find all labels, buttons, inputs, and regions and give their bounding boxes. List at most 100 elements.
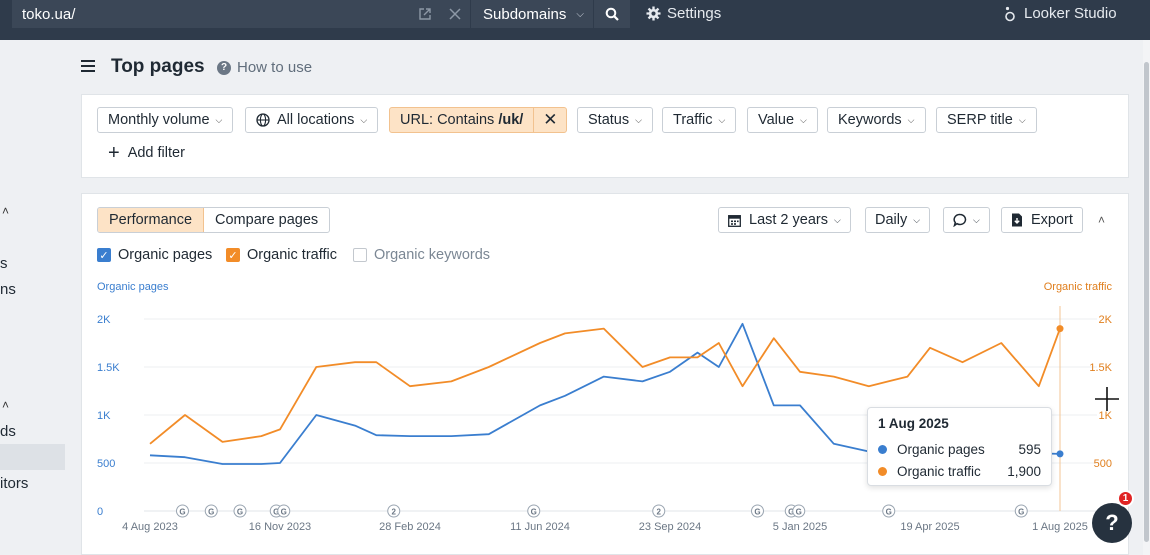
legend-organic-pages[interactable]: ✓ Organic pages bbox=[97, 247, 212, 263]
date-range-label: Last 2 years bbox=[749, 212, 828, 228]
url-filter-chip[interactable]: URL: Contains /uk/ ✕ bbox=[389, 107, 568, 133]
date-range-dropdown[interactable]: Last 2 years ⌵ bbox=[718, 207, 851, 233]
annotation-label: G bbox=[886, 508, 892, 517]
settings-button[interactable]: Settings bbox=[646, 5, 721, 22]
filter-panel: Monthly volume ⌵ All locations ⌵ URL: Cont… bbox=[81, 94, 1129, 178]
x-tick-label: 16 Nov 2023 bbox=[249, 521, 311, 533]
export-label: Export bbox=[1031, 212, 1073, 228]
annotation-marker bbox=[387, 504, 401, 518]
chevron-down-icon: ⌵ bbox=[718, 114, 726, 125]
status-dropdown[interactable]: Status ⌵ bbox=[577, 107, 653, 133]
annotation-label: G bbox=[273, 508, 279, 517]
looker-label: Looker Studio bbox=[1024, 5, 1117, 22]
nav-item-fragment[interactable]: ns bbox=[0, 281, 16, 298]
url-input[interactable]: toko.ua/ bbox=[22, 5, 76, 23]
comment-icon bbox=[953, 213, 967, 227]
crosshair-cursor-icon bbox=[1095, 387, 1119, 411]
legend-label: Organic keywords bbox=[374, 247, 491, 263]
performance-panel: Performance Compare pages Last 2 years ⌵ … bbox=[81, 193, 1129, 555]
series-dot-icon bbox=[878, 444, 887, 454]
globe-icon bbox=[256, 113, 270, 127]
help-button[interactable]: ? bbox=[1092, 503, 1132, 543]
x-tick-label: 4 Aug 2023 bbox=[122, 521, 178, 533]
keywords-dropdown[interactable]: Keywords ⌵ bbox=[827, 107, 926, 133]
add-filter-button[interactable]: + Add filter bbox=[108, 142, 185, 164]
annotation-label: G bbox=[179, 508, 185, 517]
chart-tooltip: 1 Aug 2025 Organic pages 595 Organic tra… bbox=[867, 407, 1052, 486]
looker-studio-button[interactable]: Looker Studio bbox=[1004, 5, 1117, 22]
legend-organic-keywords[interactable]: Organic keywords bbox=[353, 247, 490, 263]
how-to-use-link[interactable]: ? How to use bbox=[217, 59, 312, 76]
view-toggle: Performance Compare pages bbox=[97, 207, 331, 233]
annotation-marker bbox=[751, 504, 764, 518]
tab-performance[interactable]: Performance bbox=[98, 208, 205, 232]
annotation-label: G bbox=[208, 508, 214, 517]
traffic-dropdown[interactable]: Traffic ⌵ bbox=[662, 107, 737, 133]
annotation-marker bbox=[652, 504, 666, 518]
y-left-tick-label: 1K bbox=[97, 410, 111, 422]
search-button[interactable] bbox=[594, 0, 630, 28]
checkbox-checked-icon[interactable]: ✓ bbox=[226, 248, 240, 262]
chevron-down-icon: ⌵ bbox=[576, 8, 584, 20]
export-button[interactable]: Export bbox=[1001, 207, 1083, 233]
collapse-caret-icon[interactable]: ˄ bbox=[2, 204, 10, 218]
left-axis-title: Organic pages bbox=[97, 281, 169, 293]
tooltip-series-value: 595 bbox=[1018, 441, 1041, 457]
annotation-marker bbox=[527, 504, 541, 518]
value-dropdown[interactable]: Value ⌵ bbox=[747, 107, 818, 133]
notification-badge: 1 bbox=[1117, 490, 1134, 507]
tab-compare-pages[interactable]: Compare pages bbox=[215, 212, 319, 228]
chevron-down-icon: ⌵ bbox=[360, 114, 368, 125]
chevron-down-icon: ⌵ bbox=[834, 214, 841, 225]
url-filter-prefix: URL: Contains bbox=[400, 112, 499, 128]
monthly-volume-dropdown[interactable]: Monthly volume ⌵ bbox=[97, 107, 234, 133]
plus-icon: + bbox=[108, 142, 120, 164]
menu-icon[interactable] bbox=[81, 60, 95, 72]
annotation-label: G bbox=[754, 508, 760, 517]
granularity-dropdown[interactable]: Daily ⌵ bbox=[865, 207, 931, 233]
granularity-label: Daily bbox=[875, 212, 908, 228]
annotation-label: 2 bbox=[392, 508, 397, 517]
annotation-label: G bbox=[1018, 508, 1024, 517]
annotations-dropdown[interactable]: ⌵ bbox=[943, 207, 990, 233]
annotation-label: G bbox=[788, 508, 794, 517]
chevron-down-icon: ⌵ bbox=[907, 114, 915, 125]
external-link-icon[interactable] bbox=[410, 0, 440, 28]
search-icon bbox=[605, 7, 619, 21]
checkbox-checked-icon[interactable]: ✓ bbox=[97, 248, 111, 262]
tooltip-date: 1 Aug 2025 bbox=[878, 416, 949, 431]
scrollbar-thumb[interactable] bbox=[1144, 62, 1149, 542]
nav-item-active[interactable] bbox=[0, 444, 65, 470]
checkbox-unchecked-icon[interactable] bbox=[353, 248, 367, 262]
collapse-caret-icon[interactable]: ˄ bbox=[2, 398, 10, 412]
collapse-panel-icon[interactable]: ˄ bbox=[1098, 213, 1106, 227]
annotation-marker bbox=[233, 504, 247, 518]
tooltip-series-value: 1,900 bbox=[1007, 463, 1041, 479]
locations-dropdown[interactable]: All locations ⌵ bbox=[245, 107, 379, 133]
nav-item-fragment[interactable]: s bbox=[0, 255, 8, 272]
x-tick-label: 5 Jan 2025 bbox=[773, 521, 827, 533]
mode-dropdown[interactable]: Subdomains ⌵ bbox=[470, 0, 593, 28]
right-axis-title: Organic traffic bbox=[1043, 281, 1112, 293]
tooltip-series-name: Organic pages bbox=[897, 441, 985, 457]
annotation-marker bbox=[204, 504, 218, 518]
legend-organic-traffic[interactable]: ✓ Organic traffic bbox=[226, 247, 337, 263]
tooltip-series-name: Organic traffic bbox=[897, 463, 981, 479]
y-right-tick-label: 1K bbox=[1099, 410, 1113, 422]
locations-label: All locations bbox=[277, 112, 355, 128]
settings-label: Settings bbox=[667, 5, 722, 22]
y-left-tick-label: 0 bbox=[97, 506, 103, 518]
remove-filter-icon[interactable]: ✕ bbox=[543, 110, 558, 129]
nav-item-fragment[interactable]: ds bbox=[0, 423, 16, 440]
serp-title-dropdown[interactable]: SERP title ⌵ bbox=[936, 107, 1037, 133]
clear-icon[interactable] bbox=[440, 0, 470, 28]
nav-item-fragment[interactable]: itors bbox=[0, 475, 29, 492]
looker-icon bbox=[1005, 6, 1015, 21]
y-right-tick-label: 2K bbox=[1099, 314, 1113, 326]
keywords-label: Keywords bbox=[838, 112, 902, 128]
y-left-tick-label: 500 bbox=[97, 458, 115, 470]
url-box[interactable]: toko.ua/ bbox=[12, 0, 470, 28]
performance-chart[interactable]: 0 500 1K 1.5K 2K 500 1K 1.5K 2K 4 Aug 2023 16 Nov … bbox=[82, 294, 1128, 534]
how-to-use-label: How to use bbox=[237, 59, 313, 76]
url-filter-label[interactable]: URL: Contains /uk/ bbox=[390, 108, 535, 132]
